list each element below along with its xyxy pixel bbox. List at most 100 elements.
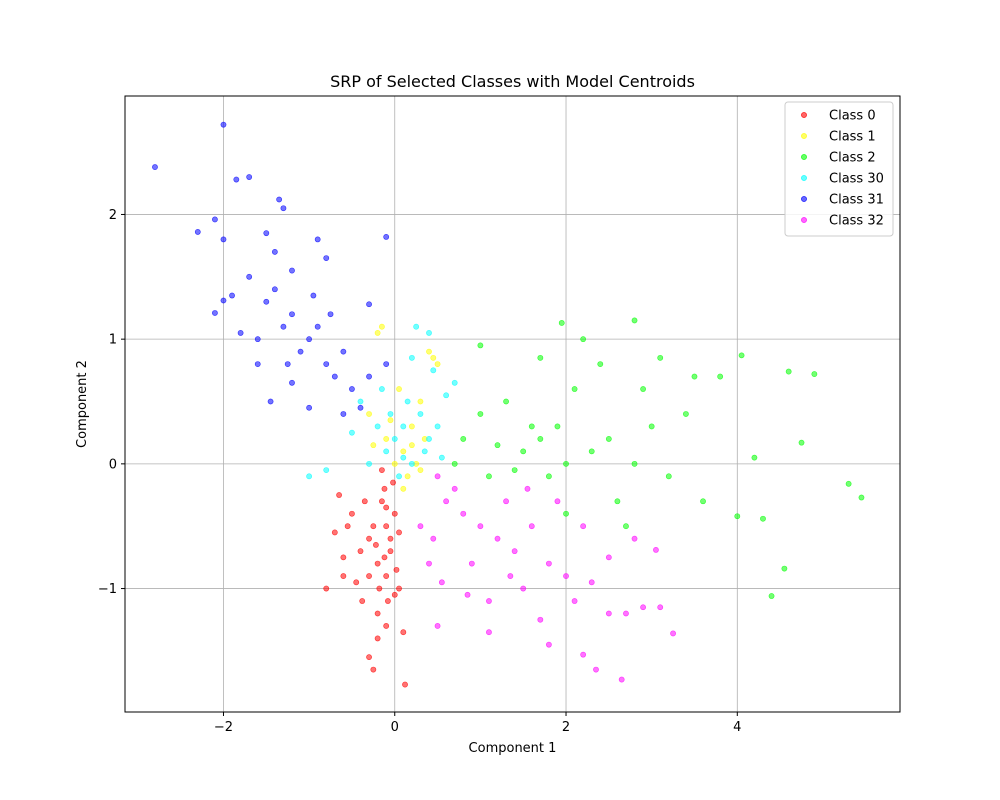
data-point: [785, 368, 792, 375]
data-point: [511, 548, 518, 555]
data-point: [366, 373, 372, 380]
data-point: [605, 436, 612, 442]
data-point: [417, 523, 424, 530]
data-point: [631, 317, 638, 324]
data-point: [396, 386, 402, 392]
data-point: [404, 398, 411, 405]
data-point: [434, 423, 441, 430]
data-point: [374, 560, 381, 567]
data-point: [383, 361, 390, 367]
chart-title: SRP of Selected Classes with Model Centr…: [330, 72, 695, 91]
data-point: [417, 467, 424, 473]
data-point: [421, 448, 428, 455]
data-point: [400, 454, 407, 461]
data-point: [631, 460, 638, 467]
data-point: [387, 417, 394, 424]
data-point: [563, 510, 569, 517]
scatter-points: [152, 121, 865, 688]
data-point: [246, 273, 253, 280]
data-point: [700, 498, 706, 505]
data-point: [254, 361, 261, 367]
data-point: [374, 610, 381, 617]
data-point: [349, 510, 355, 517]
data-point: [486, 598, 492, 604]
data-point: [357, 548, 364, 555]
legend-label: Class 0: [829, 109, 876, 124]
data-point: [798, 439, 805, 446]
axis-ticks: −2 0 2 4 −1 0 1 2: [98, 208, 742, 735]
data-point: [370, 442, 377, 449]
data-point: [691, 373, 698, 380]
data-point: [443, 498, 450, 505]
data-point: [537, 616, 544, 623]
data-point: [306, 404, 313, 411]
data-point: [306, 473, 313, 480]
data-point: [494, 535, 501, 542]
data-point: [289, 379, 295, 386]
data-point: [374, 330, 381, 336]
series-class-30: [306, 323, 458, 480]
data-point: [366, 535, 372, 542]
data-point: [390, 479, 396, 486]
data-point: [434, 623, 441, 629]
x-axis-label: Component 1: [469, 741, 557, 756]
data-point: [588, 448, 595, 455]
plot-frame: [124, 95, 901, 713]
data-point: [366, 460, 372, 467]
data-point: [366, 654, 372, 661]
data-point: [477, 523, 484, 530]
data-point: [588, 579, 595, 586]
data-point: [194, 229, 201, 235]
data-point: [781, 565, 788, 572]
data-point: [451, 379, 458, 386]
x-tick-label: 4: [733, 720, 741, 735]
x-tick-label: 0: [391, 720, 399, 735]
data-point: [387, 411, 394, 417]
data-point: [233, 176, 240, 183]
data-point: [267, 398, 274, 405]
data-point: [220, 236, 227, 243]
data-point: [383, 573, 390, 579]
legend-marker: [801, 217, 807, 223]
data-point: [631, 535, 638, 542]
data-point: [383, 523, 390, 530]
data-point: [614, 498, 621, 505]
data-point: [717, 373, 724, 380]
y-axis-label: Component 2: [75, 360, 90, 448]
data-point: [597, 361, 604, 367]
data-point: [511, 467, 518, 473]
data-point: [451, 460, 458, 467]
legend-marker: [801, 112, 807, 118]
data-point: [361, 498, 368, 505]
data-point: [670, 630, 676, 637]
data-point: [383, 623, 390, 629]
legend-label: Class 1: [829, 130, 876, 145]
data-point: [426, 348, 432, 355]
data-point: [503, 398, 509, 405]
data-point: [524, 485, 531, 492]
data-point: [379, 498, 385, 505]
legend-marker: [801, 154, 807, 160]
data-point: [404, 473, 411, 480]
data-point: [623, 523, 629, 530]
series-class-0: [323, 467, 408, 688]
y-tick-label: 1: [109, 333, 117, 348]
data-point: [545, 641, 552, 648]
data-point: [254, 336, 261, 343]
data-point: [528, 423, 535, 430]
data-point: [340, 554, 347, 561]
data-point: [477, 342, 484, 349]
data-point: [451, 485, 458, 492]
data-point: [220, 121, 227, 128]
data-point: [391, 510, 398, 517]
data-point: [376, 585, 383, 592]
data-point: [331, 529, 338, 536]
data-point: [443, 392, 450, 399]
series-class-32: [417, 473, 676, 683]
data-point: [349, 429, 355, 436]
series-class-2: [451, 317, 865, 599]
data-point: [280, 205, 287, 212]
data-point: [289, 267, 295, 274]
data-point: [811, 371, 818, 377]
data-point: [212, 216, 218, 223]
